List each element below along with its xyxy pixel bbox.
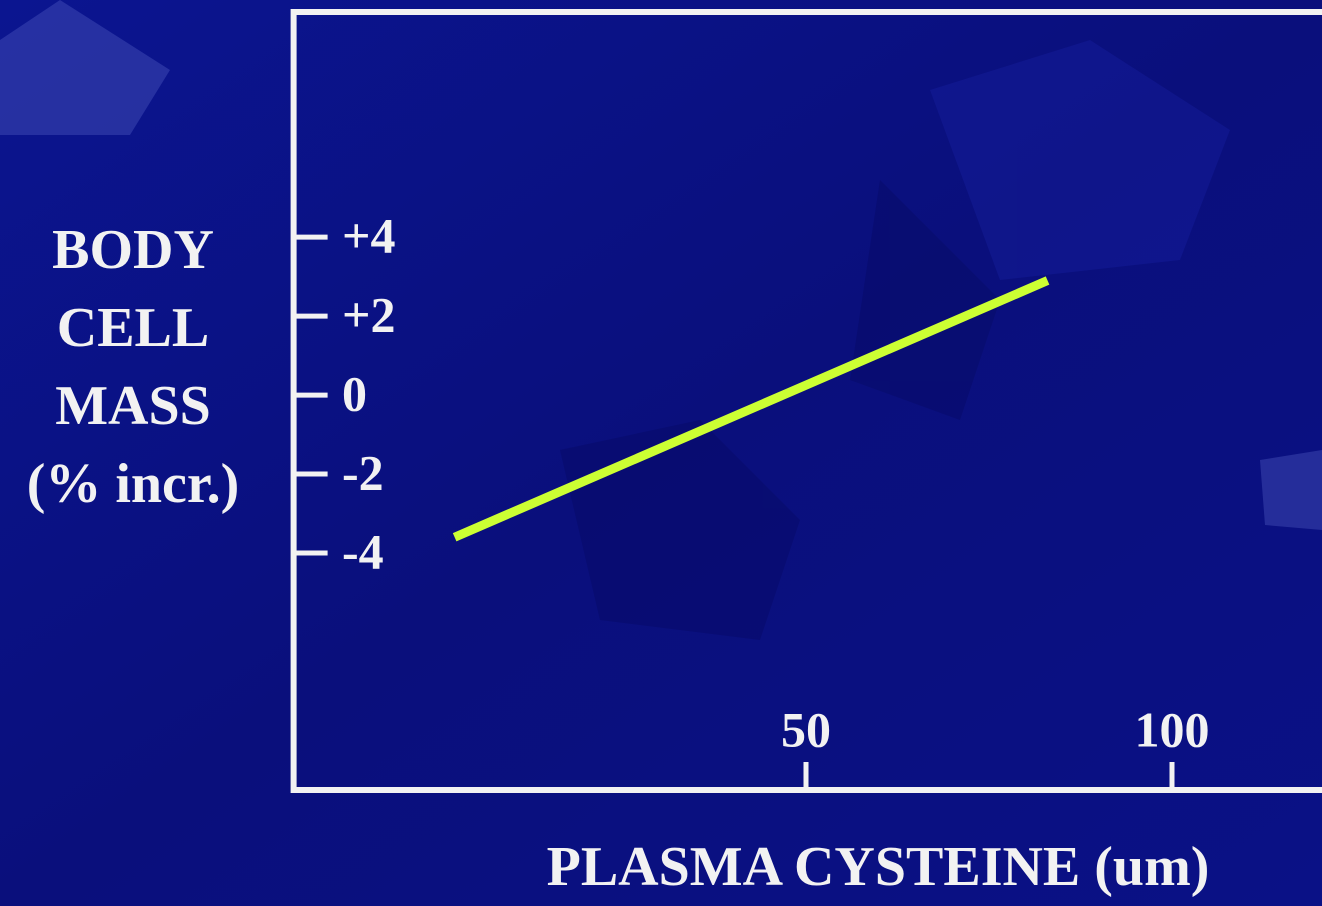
page: {"chart_data": {"type": "line", "x_label… [0, 0, 1322, 906]
y-axis-title: (% incr.) [27, 453, 240, 515]
y-tick-label: 0 [342, 366, 367, 422]
chart: PLASMA CYSTEINE (um) BODY CELL MASS (% incr… [0, 0, 1322, 906]
x-axis-title: PLASMA CYSTEINE (um) [547, 836, 1210, 898]
y-tick-label: +4 [342, 208, 396, 264]
y-axis-title: CELL [57, 297, 210, 359]
y-tick-label: -2 [342, 445, 384, 501]
x-tick-label: 100 [1135, 701, 1210, 757]
y-axis-title: BODY [52, 219, 214, 281]
y-tick-label: +2 [342, 287, 396, 343]
y-axis-title: MASS [55, 375, 211, 437]
x-tick-label: 50 [781, 701, 831, 757]
y-tick-label: -4 [342, 524, 384, 580]
